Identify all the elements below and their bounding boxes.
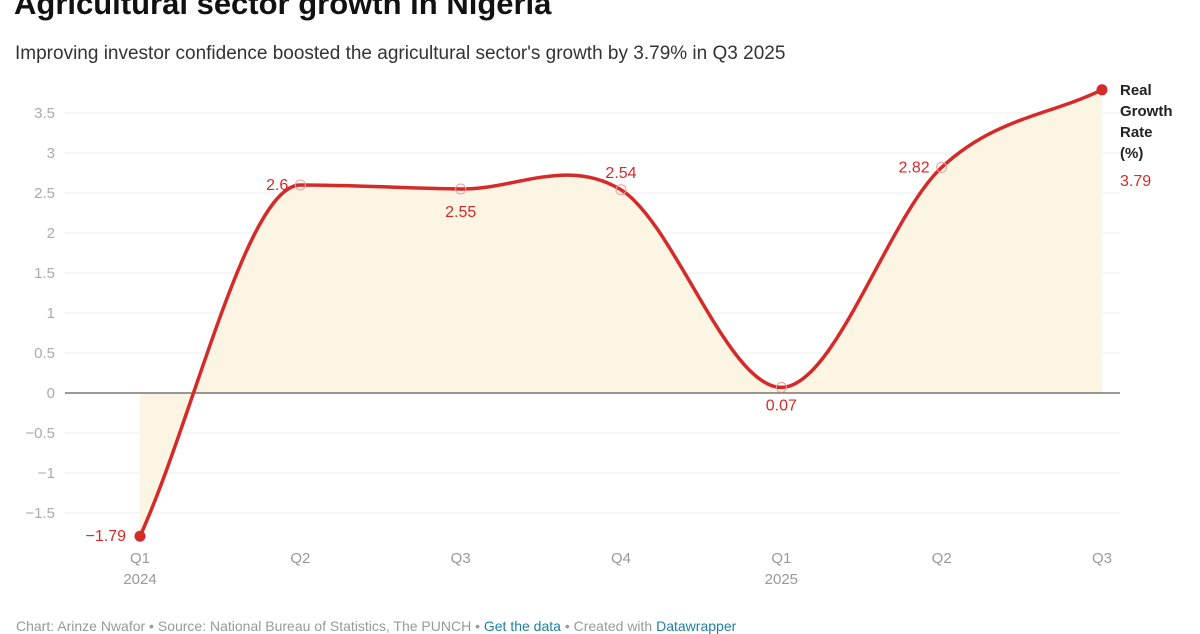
x-tick-label: Q3 bbox=[1092, 550, 1112, 567]
data-points bbox=[134, 84, 1108, 542]
x-axis-ticks: Q1 2024 Q2 Q3 Q4 Q1 2025 Q2 Q3 bbox=[123, 550, 1112, 588]
x-tick-label: Q1 bbox=[130, 550, 150, 567]
data-label: 0.07 bbox=[766, 397, 797, 414]
x-tick-label: 2025 bbox=[765, 571, 798, 588]
data-label: 2.6 bbox=[266, 177, 288, 194]
data-point bbox=[134, 530, 146, 542]
y-tick-label: 2 bbox=[47, 225, 55, 242]
get-data-link[interactable]: Get the data bbox=[483, 618, 561, 634]
chart-subtitle: Improving investor confidence boosted th… bbox=[15, 43, 786, 64]
y-tick-label: −0.5 bbox=[25, 425, 55, 442]
data-point bbox=[615, 184, 627, 196]
y-tick-label: −1.5 bbox=[25, 505, 55, 522]
data-point bbox=[775, 381, 787, 393]
y-tick-label: 2.5 bbox=[34, 185, 55, 202]
data-point bbox=[455, 183, 467, 195]
chart-credit: Chart: Arinze Nwafor bbox=[16, 618, 146, 634]
x-tick-label: 2024 bbox=[123, 571, 156, 588]
y-tick-label: −1 bbox=[38, 465, 55, 482]
data-label: 3.79 bbox=[1120, 173, 1151, 190]
data-label: 2.55 bbox=[445, 204, 476, 221]
data-label: 2.54 bbox=[605, 165, 636, 182]
y-axis-ticks: 3.5 3 2.5 2 1.5 1 0.5 0 −0.5 −1 −1.5 bbox=[25, 105, 55, 522]
data-label: −1.79 bbox=[86, 528, 127, 545]
chart-footer: Chart: Arinze Nwafor • Source: National … bbox=[16, 618, 737, 634]
data-labels: −1.79 2.6 2.55 2.54 0.07 2.82 3.79 bbox=[86, 159, 1152, 545]
series-label: Real Growth Rate (%) bbox=[1120, 82, 1173, 162]
datawrapper-link[interactable]: Datawrapper bbox=[656, 618, 737, 634]
series-name: Growth bbox=[1120, 103, 1173, 120]
x-tick-label: Q3 bbox=[451, 550, 471, 567]
area-fill bbox=[140, 89, 1102, 537]
y-tick-label: 0 bbox=[47, 385, 55, 402]
data-label: 2.82 bbox=[899, 159, 930, 176]
y-tick-label: 3 bbox=[47, 145, 55, 162]
x-tick-label: Q4 bbox=[611, 550, 631, 567]
data-point bbox=[1096, 84, 1108, 96]
created-with-text: Created with bbox=[573, 618, 653, 634]
x-tick-label: Q1 bbox=[771, 550, 791, 567]
x-tick-label: Q2 bbox=[932, 550, 952, 567]
y-tick-label: 0.5 bbox=[34, 345, 55, 362]
series-name: Real bbox=[1120, 82, 1152, 99]
chart-title: Agricultural sector growth in Nigeria bbox=[14, 0, 552, 21]
series-name: (%) bbox=[1120, 145, 1143, 162]
y-tick-label: 3.5 bbox=[34, 105, 55, 122]
data-point bbox=[294, 179, 306, 191]
y-tick-label: 1 bbox=[47, 305, 55, 322]
y-tick-label: 1.5 bbox=[34, 265, 55, 282]
series-line bbox=[138, 88, 1103, 537]
data-point bbox=[936, 161, 948, 173]
x-tick-label: Q2 bbox=[290, 550, 310, 567]
series-name: Rate bbox=[1120, 124, 1153, 141]
chart-source: Source: National Bureau of Statistics, T… bbox=[157, 618, 472, 634]
